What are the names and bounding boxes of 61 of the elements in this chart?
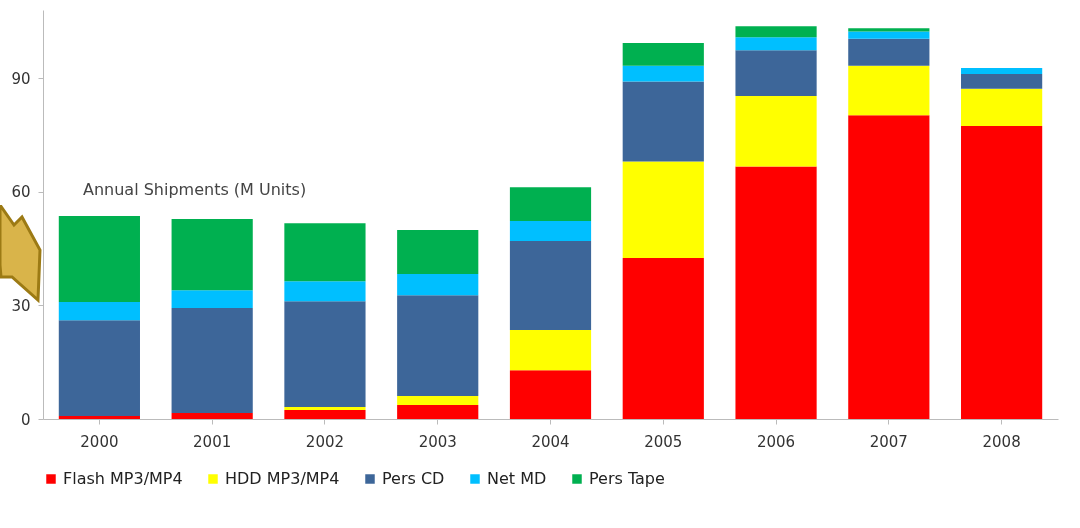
y-tick-label: 30	[11, 296, 31, 315]
x-tick-label: 2005	[644, 432, 683, 451]
bar	[848, 28, 930, 32]
bar	[284, 406, 366, 410]
x-tick-label: 2008	[982, 432, 1021, 451]
y-tick-label: 60	[11, 183, 31, 202]
bar	[848, 38, 930, 66]
legend-label: Pers CD	[382, 469, 445, 488]
x-tick-label: 2004	[531, 432, 570, 451]
bar	[961, 67, 1043, 74]
bar	[848, 115, 930, 419]
y-tick-label: 0	[20, 410, 31, 429]
x-tick-label: 2007	[869, 432, 908, 451]
bar	[735, 95, 817, 167]
legend-label: Net MD	[487, 469, 547, 488]
legend-label: Pers Tape	[589, 469, 665, 488]
bar	[171, 290, 253, 309]
bar	[848, 31, 930, 39]
bar	[622, 161, 704, 259]
bar	[622, 258, 704, 419]
bar	[58, 415, 140, 419]
bar	[58, 320, 140, 416]
bar	[58, 216, 140, 302]
bar	[397, 395, 479, 405]
bar	[735, 50, 817, 96]
bar	[171, 412, 253, 419]
bar	[622, 42, 704, 66]
bar	[509, 220, 592, 242]
bar	[397, 404, 479, 419]
bar	[961, 125, 1043, 419]
legend-label: HDD MP3/MP4	[225, 469, 340, 488]
bar	[509, 241, 592, 330]
bar	[284, 281, 366, 302]
x-tick-label: 2002	[305, 432, 345, 451]
bar	[961, 74, 1043, 89]
bar	[961, 88, 1043, 126]
bar	[735, 37, 817, 51]
bar	[509, 370, 592, 419]
bar	[509, 330, 592, 371]
bar	[509, 187, 592, 221]
bar	[735, 26, 817, 38]
bar	[284, 409, 366, 419]
x-tick-label: 2000	[80, 432, 119, 451]
x-tick-label: 2001	[193, 432, 232, 451]
bar	[397, 230, 479, 274]
bar	[171, 308, 253, 413]
bar	[397, 273, 479, 296]
bar	[284, 223, 366, 282]
y-tick-label: 90	[11, 69, 31, 88]
bar	[622, 81, 704, 162]
bar	[735, 166, 817, 419]
bar	[58, 301, 140, 321]
bar	[848, 65, 930, 116]
annotation: Annual Shipments (M Units)	[83, 180, 307, 199]
bar	[171, 219, 253, 291]
x-tick-label: 2006	[756, 432, 796, 451]
x-tick-label: 2003	[418, 432, 457, 451]
bar	[397, 295, 479, 396]
bar	[622, 65, 704, 82]
legend-label: Flash MP3/MP4	[63, 469, 183, 488]
bar	[284, 301, 366, 407]
